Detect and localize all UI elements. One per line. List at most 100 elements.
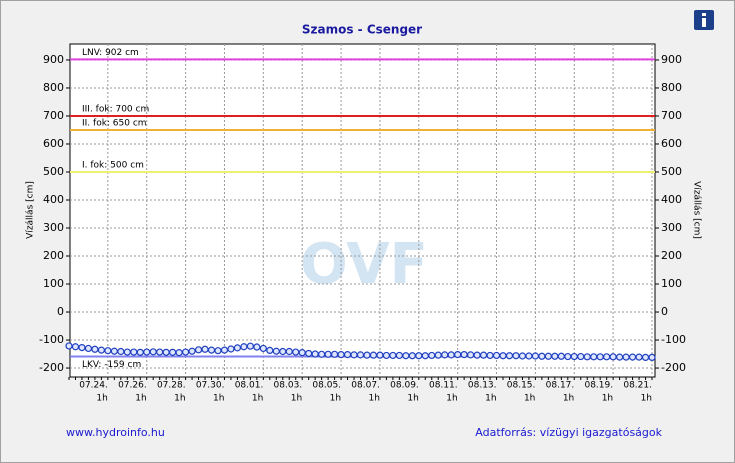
data-point	[169, 348, 177, 356]
watermark: OVF	[300, 232, 428, 297]
y-tick-label: 100	[43, 277, 64, 290]
threshold-label: LKV: -159 cm	[82, 360, 141, 370]
data-point	[583, 353, 591, 361]
data-point	[227, 345, 235, 353]
data-point	[266, 346, 274, 354]
x-tick-label: 07.26.	[118, 381, 147, 391]
x-tick-label: 08.13.	[468, 381, 497, 391]
y2-axis-label: Vízállás [cm]	[692, 181, 702, 239]
y-tick-label: 500	[43, 165, 64, 178]
data-point	[350, 351, 358, 359]
data-point	[596, 353, 604, 361]
data-point	[97, 346, 105, 354]
threshold-label: II. fok: 650 cm	[82, 118, 147, 128]
data-point	[454, 350, 462, 359]
y-tick-label: 800	[43, 81, 64, 94]
data-point	[499, 352, 507, 360]
data-point	[473, 351, 481, 359]
data-point	[220, 346, 229, 354]
x-tick-hour: 1h	[174, 394, 185, 404]
y2-tick-label: -200	[661, 361, 686, 374]
data-point	[110, 347, 118, 355]
data-point	[564, 352, 572, 361]
data-point	[428, 351, 436, 360]
data-point	[363, 351, 371, 359]
y2-tick-label: 800	[661, 81, 682, 94]
y-tick-label: 900	[43, 53, 64, 66]
data-point	[447, 351, 455, 359]
y2-tick-label: -100	[661, 333, 686, 346]
data-point	[318, 350, 326, 358]
y2-tick-label: 200	[661, 249, 682, 262]
y-tick-label: 300	[43, 221, 64, 234]
data-point	[149, 348, 157, 356]
x-tick-label: 08.01.	[235, 381, 264, 391]
data-point	[376, 351, 384, 359]
data-point	[136, 348, 144, 356]
plot-area	[69, 43, 656, 378]
data-point	[635, 353, 643, 361]
data-point	[551, 352, 559, 360]
data-point	[356, 351, 365, 359]
data-point	[65, 342, 73, 350]
y-tick-label: 200	[43, 249, 64, 262]
x-tick-label: 08.19.	[584, 381, 613, 391]
data-point	[531, 352, 540, 360]
threshold-label: I. fok: 500 cm	[82, 160, 144, 170]
y2-tick-label: 900	[661, 53, 682, 66]
footer-link[interactable]: www.hydroinfo.hu	[66, 426, 165, 439]
data-point	[233, 344, 242, 352]
threshold-label: LNV: 902 cm	[82, 48, 139, 58]
data-point	[104, 347, 112, 355]
data-point	[518, 352, 527, 360]
y2-tick-label: 700	[661, 109, 682, 122]
data-point	[330, 350, 339, 358]
data-point	[603, 353, 611, 361]
x-tick-label: 08.03.	[274, 381, 303, 391]
x-tick-hour: 1h	[563, 394, 574, 404]
x-tick-hour: 1h	[446, 394, 457, 404]
x-tick-label: 08.11.	[429, 381, 458, 391]
y-tick-label: 0	[57, 305, 64, 318]
x-tick-hour: 1h	[368, 394, 379, 404]
data-point	[214, 347, 222, 355]
y2-tick-label: 100	[661, 277, 682, 290]
x-tick-label: 08.17.	[546, 381, 575, 391]
x-tick-label: 08.09.	[390, 381, 419, 391]
y2-tick-label: 0	[661, 305, 668, 318]
data-point	[628, 353, 637, 361]
data-point	[272, 347, 280, 355]
data-point	[557, 352, 565, 360]
data-point	[577, 352, 585, 361]
data-point	[408, 352, 416, 360]
data-point	[389, 351, 397, 360]
data-point	[292, 348, 300, 356]
data-point	[538, 352, 546, 360]
x-tick-hour: 1h	[485, 394, 496, 404]
footer-source: Adatforrás: vízügyi igazgatóságok	[475, 426, 662, 439]
info-dot	[702, 13, 706, 16]
data-point	[544, 352, 552, 360]
x-tick-label: 08.07.	[351, 381, 380, 391]
data-point	[369, 351, 378, 359]
data-point	[415, 352, 423, 360]
data-point	[162, 348, 170, 356]
data-point	[311, 350, 319, 358]
data-point	[182, 348, 190, 356]
data-point	[505, 352, 514, 360]
y2-tick-label: 300	[661, 221, 682, 234]
info-icon[interactable]	[694, 10, 714, 30]
data-point	[570, 352, 578, 361]
data-point	[123, 348, 131, 356]
data-point	[609, 353, 617, 361]
x-tick-label: 08.05.	[312, 381, 341, 391]
data-point	[201, 345, 209, 353]
data-point	[622, 353, 630, 361]
x-tick-hour: 1h	[135, 394, 146, 404]
x-tick-label: 08.15.	[507, 381, 536, 391]
x-tick-hour: 1h	[252, 394, 263, 404]
data-point	[298, 349, 306, 357]
data-point	[486, 351, 494, 360]
y-tick-label: -100	[39, 333, 64, 346]
